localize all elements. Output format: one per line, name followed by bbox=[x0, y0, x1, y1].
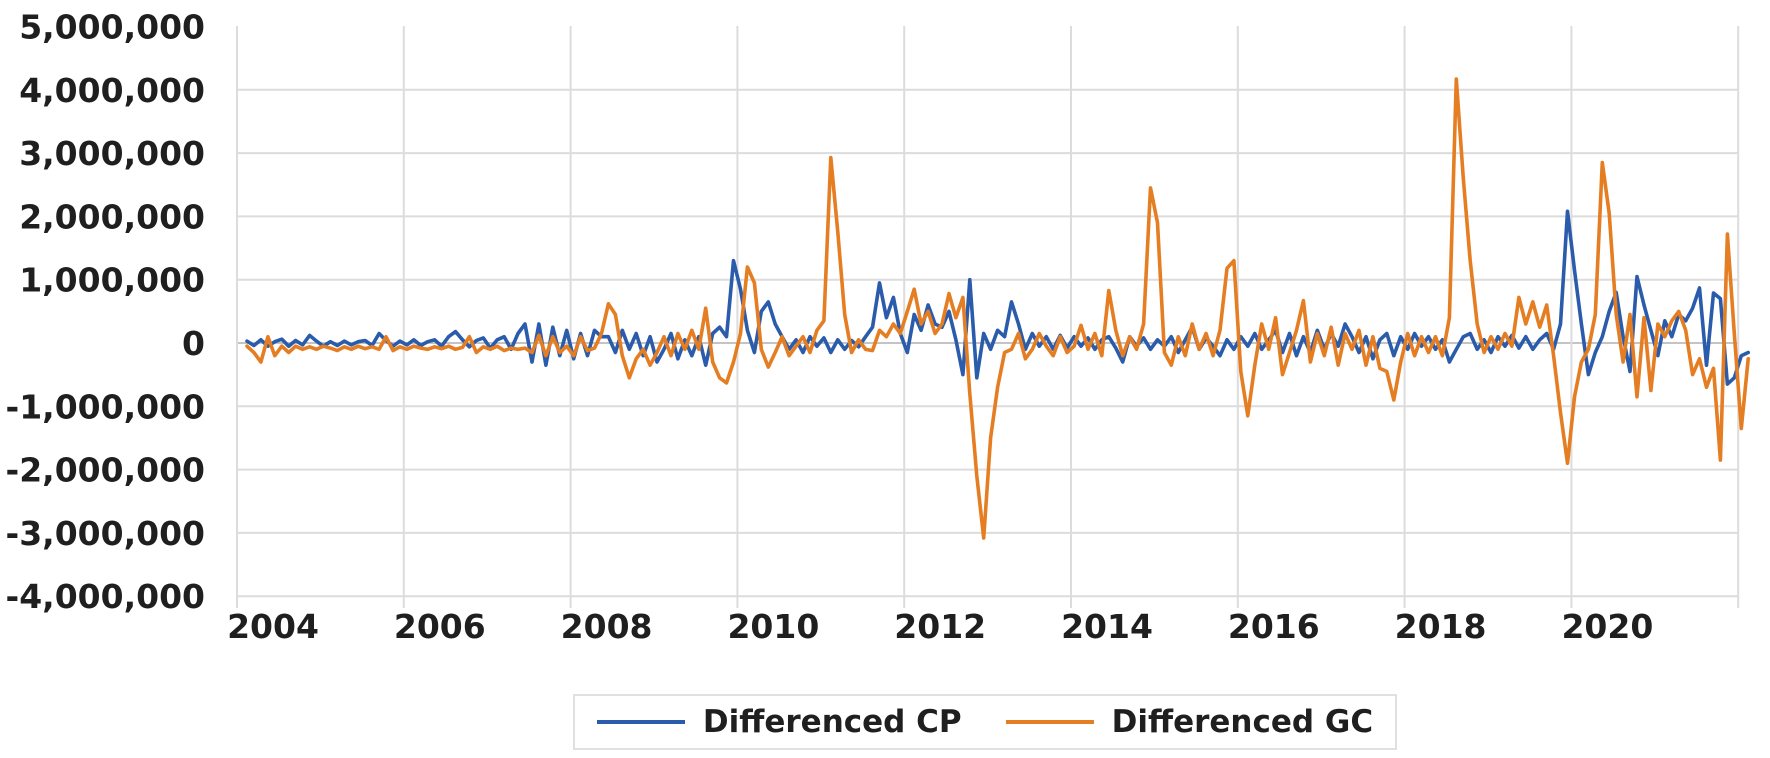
x-axis-labels: 2004 2006 2008 2010 2012 2014 2016 2018 2020 bbox=[227, 607, 1653, 646]
x-tick-label: 2020 bbox=[1561, 607, 1653, 646]
y-tick-label: 3,000,000 bbox=[19, 134, 205, 173]
series-line-differenced-gc bbox=[245, 77, 1750, 540]
legend-line-swatch-cp bbox=[596, 720, 685, 724]
y-tick-label: 4,000,000 bbox=[19, 71, 205, 110]
x-tick-label: 2010 bbox=[727, 607, 819, 646]
y-tick-label: 0 bbox=[182, 324, 205, 363]
y-tick-label: 5,000,000 bbox=[19, 8, 205, 47]
x-tick-label: 2006 bbox=[394, 607, 486, 646]
legend-line-swatch-gc bbox=[1005, 720, 1094, 724]
gridlines bbox=[236, 26, 1740, 608]
y-axis-labels: 5,000,000 4,000,000 3,000,000 2,000,000 1,00… bbox=[6, 8, 206, 617]
legend-item-differenced-gc: Differenced GC bbox=[1005, 704, 1374, 740]
y-tick-label: -3,000,000 bbox=[6, 514, 206, 553]
x-tick-label: 2004 bbox=[227, 607, 319, 646]
legend-label-cp: Differenced CP bbox=[702, 704, 962, 740]
x-tick-label: 2008 bbox=[561, 607, 653, 646]
x-tick-label: 2014 bbox=[1061, 607, 1153, 646]
legend-label-gc: Differenced GC bbox=[1111, 704, 1374, 740]
x-tick-label: 2016 bbox=[1228, 607, 1320, 646]
y-tick-label: -4,000,000 bbox=[6, 577, 206, 616]
legend-item-differenced-cp: Differenced CP bbox=[596, 704, 962, 740]
legend: Differenced CP Differenced GC bbox=[573, 694, 1397, 750]
x-tick-label: 2012 bbox=[894, 607, 986, 646]
x-tick-label: 2018 bbox=[1395, 607, 1487, 646]
y-tick-label: 1,000,000 bbox=[19, 261, 205, 300]
series-lines bbox=[245, 77, 1750, 540]
series-line-differenced-cp bbox=[245, 209, 1750, 386]
y-tick-label: -1,000,000 bbox=[6, 387, 206, 426]
line-chart: 5,000,000 4,000,000 3,000,000 2,000,000 1,00… bbox=[6, 8, 1750, 646]
y-tick-label: -2,000,000 bbox=[6, 451, 206, 490]
y-tick-label: 2,000,000 bbox=[19, 197, 205, 236]
